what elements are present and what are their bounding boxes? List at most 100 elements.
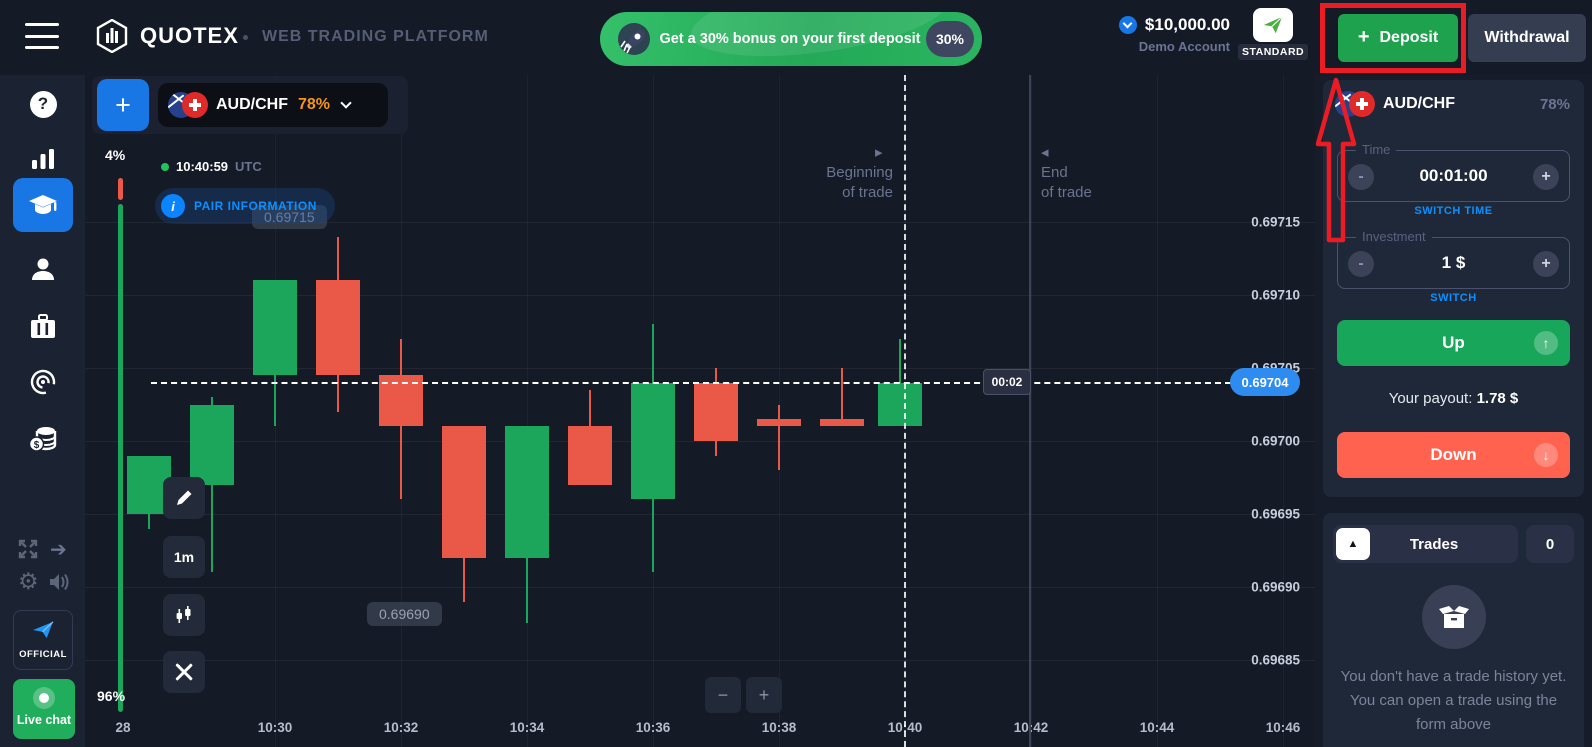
chart-area: 0.697150.697100.697050.697000.696950.696…: [85, 75, 1315, 747]
paper-plane-icon: [1253, 8, 1293, 42]
sidebar-item-statistics[interactable]: [13, 135, 73, 183]
volume-icon[interactable]: [48, 572, 72, 596]
collapse-arrow-icon[interactable]: ➔: [50, 539, 67, 561]
zoom-in-button[interactable]: +: [746, 677, 782, 713]
investment-field: Investment - 1 $ +: [1337, 229, 1570, 289]
chart-type-button[interactable]: [163, 594, 205, 636]
panel-pair-row: AUD/CHF 78%: [1335, 90, 1570, 118]
time-increase-button[interactable]: +: [1533, 164, 1559, 190]
add-pair-button[interactable]: +: [97, 79, 149, 131]
clock-time: 10:40:59: [176, 159, 229, 174]
sidebar-item-cashback[interactable]: $: [13, 415, 73, 463]
current-price-line: [151, 382, 1231, 384]
time-gridline: [1283, 75, 1284, 747]
candlestick-icon: [176, 606, 191, 623]
price-gridline: [85, 660, 1315, 661]
platform-subtitle: WEB TRADING PLATFORM: [262, 28, 489, 45]
investment-legend: Investment: [1356, 229, 1432, 244]
bonus-banner[interactable]: Get a 30% bonus on your first deposit 30…: [600, 12, 982, 66]
menu-hamburger-icon[interactable]: [25, 23, 59, 49]
zoom-out-button[interactable]: −: [705, 677, 741, 713]
trades-header: ▲ Trades 0: [1333, 525, 1574, 563]
sidebar-item-education[interactable]: [13, 178, 73, 232]
pair-name: AUD/CHF: [216, 96, 288, 113]
candle: [631, 382, 675, 500]
investment-increase-button[interactable]: +: [1533, 251, 1559, 277]
logo[interactable]: QUOTEX: [95, 19, 239, 53]
time-value[interactable]: 00:01:00: [1419, 166, 1488, 185]
online-dot-icon: [33, 687, 55, 709]
switch-investment-link[interactable]: SWITCH: [1323, 292, 1584, 304]
balance-amount: $10,000.00: [1144, 15, 1230, 34]
live-chat-label: Live chat: [16, 713, 72, 727]
price-axis-label: 0.69715: [1251, 214, 1300, 230]
candle: [316, 280, 360, 376]
investment-decrease-button[interactable]: -: [1348, 251, 1374, 277]
candle: [878, 382, 922, 427]
official-label: OFFICIAL: [19, 649, 67, 660]
down-button[interactable]: Down ↓: [1337, 432, 1570, 478]
chevron-down-icon: [340, 97, 352, 109]
price-gridline: [85, 222, 1315, 223]
draw-pencil-button[interactable]: [163, 477, 205, 519]
server-clock: 10:40:59 UTC: [161, 159, 262, 174]
live-chat-button[interactable]: Live chat: [13, 679, 75, 739]
signals-icon: [30, 369, 56, 395]
end-marker-icon: ◂: [1041, 144, 1049, 161]
switch-time-link[interactable]: SWITCH TIME: [1323, 205, 1584, 217]
price-gridline: [85, 441, 1315, 442]
withdrawal-button[interactable]: Withdrawal: [1468, 14, 1586, 62]
sidebar-item-signals[interactable]: [13, 358, 73, 406]
collapse-triangle-icon[interactable]: ▲: [1336, 528, 1370, 560]
sentiment-bar-down: [118, 204, 123, 712]
sentiment-down-percent: 96%: [97, 688, 126, 704]
clock-timezone: UTC: [235, 159, 262, 174]
fullscreen-icon[interactable]: [17, 538, 39, 564]
payout-row: Your payout: 1.78 $: [1323, 390, 1584, 407]
deposit-button[interactable]: + Deposit: [1338, 14, 1458, 62]
low-price-tooltip: 0.69690: [367, 602, 442, 626]
standard-label: STANDARD: [1238, 44, 1308, 60]
online-status-dot: [161, 162, 169, 171]
time-axis-label: 28: [115, 720, 131, 735]
pair-dropdown[interactable]: AUD/CHF 78%: [158, 83, 388, 127]
pair-information-button[interactable]: i PAIR INFORMATION: [155, 188, 335, 224]
trades-tab[interactable]: ▲ Trades: [1333, 525, 1518, 563]
cashback-icon: $: [28, 427, 57, 452]
settings-gear-icon[interactable]: ⚙: [18, 568, 39, 594]
candle: [253, 280, 297, 376]
current-price-pill: 0.69704: [1230, 368, 1300, 396]
arrow-up-icon: ↑: [1534, 331, 1558, 355]
deposit-label: Deposit: [1379, 29, 1439, 46]
price-axis-label: 0.69685: [1251, 652, 1300, 668]
time-axis-label: 10:46: [1265, 720, 1301, 735]
market-icon: [31, 314, 55, 338]
trades-count-badge: 0: [1526, 525, 1574, 563]
empty-box-icon: [1421, 585, 1486, 649]
drawings-button[interactable]: [163, 651, 205, 693]
crossed-tools-icon: [175, 663, 193, 681]
arrow-down-icon: ↓: [1534, 443, 1558, 467]
candle: [442, 426, 486, 558]
candle-wick: [841, 368, 843, 427]
sentiment-bar-up: [118, 178, 123, 200]
timeframe-button[interactable]: 1m: [163, 536, 205, 578]
telegram-icon: [33, 621, 54, 639]
price-axis-label: 0.69710: [1251, 287, 1300, 303]
up-button[interactable]: Up ↑: [1337, 320, 1570, 366]
time-axis-label: 10:42: [1013, 720, 1049, 735]
standard-account-badge[interactable]: STANDARD: [1238, 8, 1308, 60]
candle: [694, 382, 738, 441]
candle: [190, 404, 234, 485]
investment-value[interactable]: 1 $: [1441, 253, 1466, 272]
candle: [568, 426, 612, 485]
sidebar-item-help[interactable]: ?: [13, 80, 73, 128]
time-gridline: [1031, 75, 1032, 747]
official-telegram-badge[interactable]: OFFICIAL: [13, 610, 73, 670]
bar-chart-icon: [32, 149, 54, 169]
sidebar-item-profile[interactable]: [13, 245, 73, 293]
payout-value: 1.78 $: [1476, 390, 1519, 407]
account-switcher[interactable]: $10,000.00: [1096, 15, 1230, 35]
sidebar-item-market[interactable]: [13, 303, 73, 351]
